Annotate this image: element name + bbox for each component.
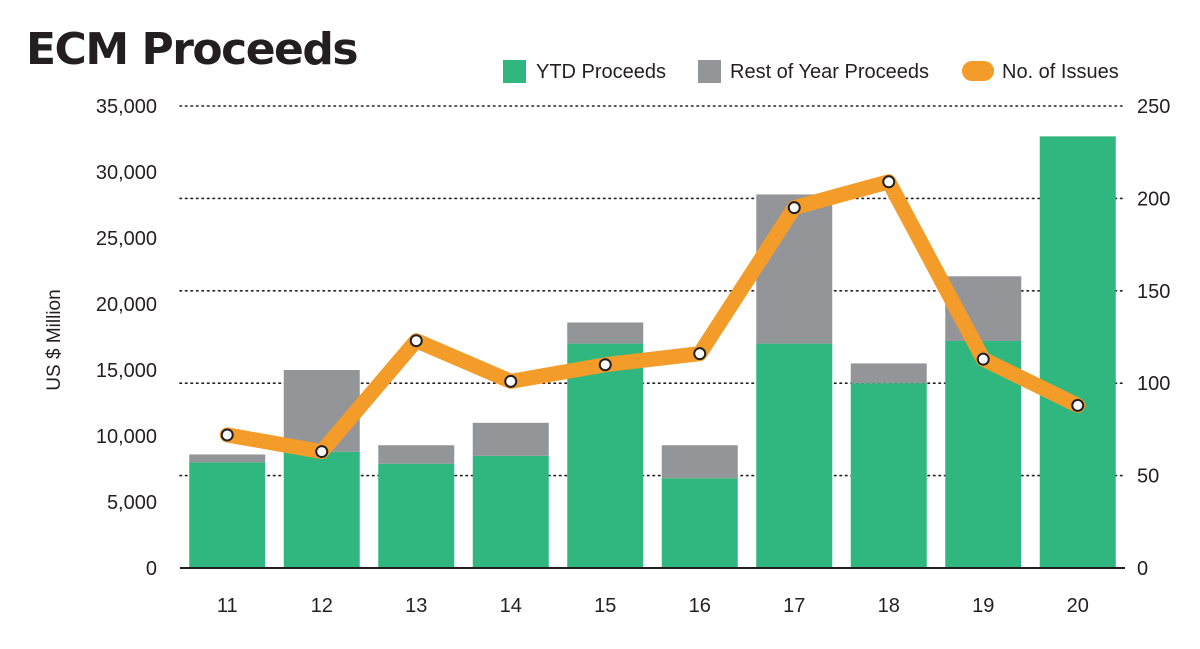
bar-rest-of-year-proceeds	[472, 422, 549, 456]
y2-tick-label: 50	[1137, 466, 1159, 488]
y-axis-label: US $ Million	[44, 289, 65, 390]
y-tick-label: 35,000	[96, 96, 157, 118]
issues-point	[693, 347, 707, 361]
issues-point	[882, 175, 896, 189]
issues-point	[315, 445, 329, 459]
issues-point	[504, 374, 518, 388]
x-tick-label: 18	[878, 595, 900, 617]
y2-tick-label: 200	[1137, 188, 1170, 210]
y2-tick-label: 100	[1137, 373, 1170, 395]
issues-line	[219, 174, 1086, 460]
bar-rest-of-year-proceeds	[567, 322, 644, 344]
legend-swatch-issues	[962, 61, 994, 81]
legend-label-ytd: YTD Proceeds	[536, 61, 666, 83]
chart-title: ECM Proceeds	[26, 24, 357, 75]
x-tick-label: 16	[689, 595, 711, 617]
bar-ytd-proceeds	[756, 343, 833, 568]
bar-rest-of-year-proceeds	[189, 454, 266, 463]
legend-swatch-ytd	[503, 60, 526, 83]
issues-line-path	[219, 174, 1086, 460]
bar-ytd-proceeds	[472, 455, 549, 568]
bar-ytd-proceeds	[661, 478, 738, 568]
y-tick-label: 30,000	[96, 162, 157, 184]
y-tick-label: 25,000	[96, 228, 157, 250]
bar-ytd-proceeds	[283, 451, 360, 568]
y-tick-label: 10,000	[96, 426, 157, 448]
x-tick-label: 20	[1067, 595, 1089, 617]
x-tick-label: 19	[972, 595, 994, 617]
y-tick-label: 5,000	[107, 492, 157, 514]
axes: 0 5,000 10,000 15,000 20,000 25,000 30,000 35,0…	[44, 96, 1170, 617]
y-tick-label: 0	[146, 558, 157, 580]
x-tick-label: 15	[594, 595, 616, 617]
y2-tick-label: 250	[1137, 96, 1170, 118]
bar-rest-of-year-proceeds	[850, 363, 927, 384]
y2-tick-label: 150	[1137, 281, 1170, 303]
y2-tick-label: 0	[1137, 558, 1148, 580]
issues-point	[787, 201, 801, 215]
issues-point	[976, 352, 990, 366]
bar-ytd-proceeds	[1039, 136, 1116, 569]
legend: YTD Proceeds Rest of Year Proceeds No. of …	[503, 60, 1119, 83]
x-tick-label: 11	[217, 595, 238, 617]
bar-ytd-proceeds	[567, 343, 644, 568]
issues-point	[409, 334, 423, 348]
issues-point	[598, 358, 612, 372]
bar-ytd-proceeds	[189, 462, 266, 568]
issues-point	[220, 428, 234, 442]
issues-point	[1071, 398, 1085, 412]
bar-ytd-proceeds	[378, 463, 455, 568]
bar-rest-of-year-proceeds	[661, 445, 738, 479]
bar-ytd-proceeds	[850, 383, 927, 568]
legend-label-rest: Rest of Year Proceeds	[730, 61, 929, 83]
x-tick-label: 17	[783, 595, 805, 617]
y-tick-label: 15,000	[96, 360, 157, 382]
x-tick-label: 12	[311, 595, 333, 617]
x-tick-label: 14	[500, 595, 522, 617]
x-tick-label: 13	[405, 595, 427, 617]
legend-label-issues: No. of Issues	[1002, 61, 1119, 83]
bar-rest-of-year-proceeds	[378, 445, 455, 464]
legend-swatch-rest	[698, 60, 721, 83]
y-tick-label: 20,000	[96, 294, 157, 316]
